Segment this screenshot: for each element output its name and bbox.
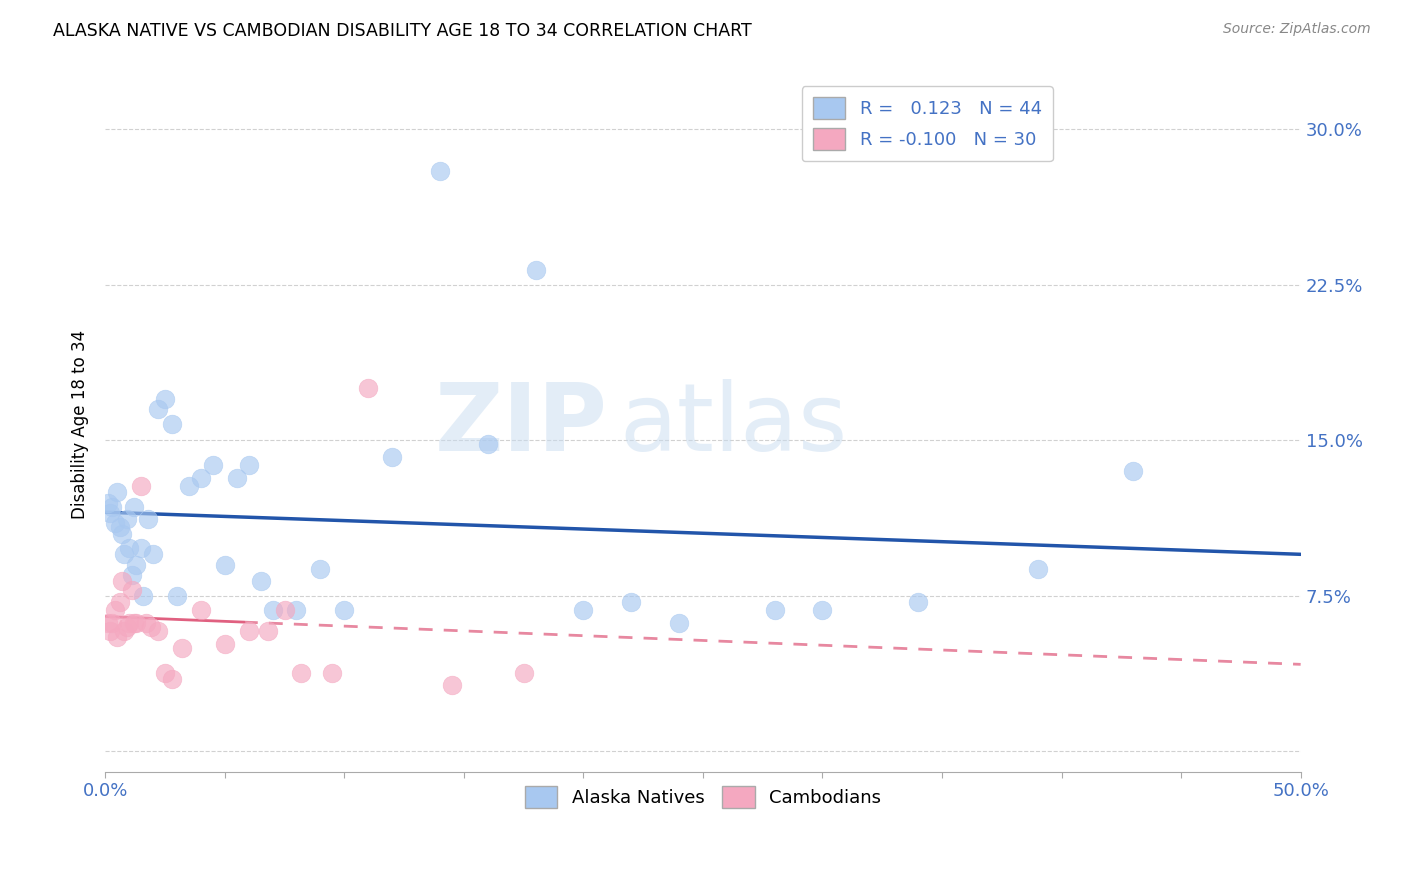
Point <box>101 500 124 514</box>
Point <box>381 450 404 464</box>
Point <box>115 620 138 634</box>
Point <box>108 520 131 534</box>
Point <box>512 665 534 680</box>
Point <box>1122 464 1144 478</box>
Point <box>440 678 463 692</box>
Point <box>214 558 236 572</box>
Point <box>115 512 138 526</box>
Point <box>125 558 148 572</box>
Point <box>112 624 135 638</box>
Point <box>98 506 121 520</box>
Y-axis label: Disability Age 18 to 34: Disability Age 18 to 34 <box>72 330 89 519</box>
Point <box>273 603 295 617</box>
Point <box>139 620 162 634</box>
Point <box>190 470 212 484</box>
Point <box>524 263 547 277</box>
Point <box>104 516 127 531</box>
Point <box>122 615 145 630</box>
Point <box>811 603 834 617</box>
Point <box>146 402 169 417</box>
Point <box>121 582 143 597</box>
Point <box>256 624 278 638</box>
Point <box>105 485 128 500</box>
Point <box>160 417 183 431</box>
Text: ALASKA NATIVE VS CAMBODIAN DISABILITY AGE 18 TO 34 CORRELATION CHART: ALASKA NATIVE VS CAMBODIAN DISABILITY AG… <box>53 22 752 40</box>
Point <box>97 615 120 630</box>
Point <box>201 458 224 473</box>
Point <box>132 589 155 603</box>
Point <box>125 615 148 630</box>
Point <box>290 665 312 680</box>
Point <box>142 547 165 561</box>
Point <box>118 541 141 555</box>
Point <box>238 624 260 638</box>
Point <box>477 437 499 451</box>
Point <box>112 547 135 561</box>
Point <box>763 603 786 617</box>
Point <box>160 672 183 686</box>
Point <box>214 636 236 650</box>
Point <box>249 574 271 589</box>
Point <box>97 495 120 509</box>
Point <box>321 665 343 680</box>
Text: ZIP: ZIP <box>434 379 607 471</box>
Point <box>190 603 212 617</box>
Point <box>285 603 308 617</box>
Point <box>129 479 152 493</box>
Point <box>108 595 131 609</box>
Point <box>122 500 145 514</box>
Point <box>429 163 451 178</box>
Point <box>668 615 690 630</box>
Point <box>101 615 124 630</box>
Point <box>129 541 152 555</box>
Point <box>907 595 929 609</box>
Point <box>309 562 332 576</box>
Point <box>262 603 284 617</box>
Point <box>170 640 193 655</box>
Point <box>111 526 134 541</box>
Point <box>620 595 643 609</box>
Point <box>153 392 176 406</box>
Text: atlas: atlas <box>619 379 848 471</box>
Text: Source: ZipAtlas.com: Source: ZipAtlas.com <box>1223 22 1371 37</box>
Point <box>146 624 169 638</box>
Point <box>357 382 380 396</box>
Point <box>111 574 134 589</box>
Point <box>238 458 260 473</box>
Point <box>105 630 128 644</box>
Point <box>177 479 200 493</box>
Point <box>121 568 143 582</box>
Point <box>572 603 595 617</box>
Point <box>153 665 176 680</box>
Point <box>118 615 141 630</box>
Legend: Alaska Natives, Cambodians: Alaska Natives, Cambodians <box>517 779 889 815</box>
Point <box>98 624 121 638</box>
Point <box>104 603 127 617</box>
Point <box>225 470 247 484</box>
Point <box>135 615 157 630</box>
Point <box>166 589 188 603</box>
Point <box>1026 562 1049 576</box>
Point <box>333 603 356 617</box>
Point <box>136 512 159 526</box>
